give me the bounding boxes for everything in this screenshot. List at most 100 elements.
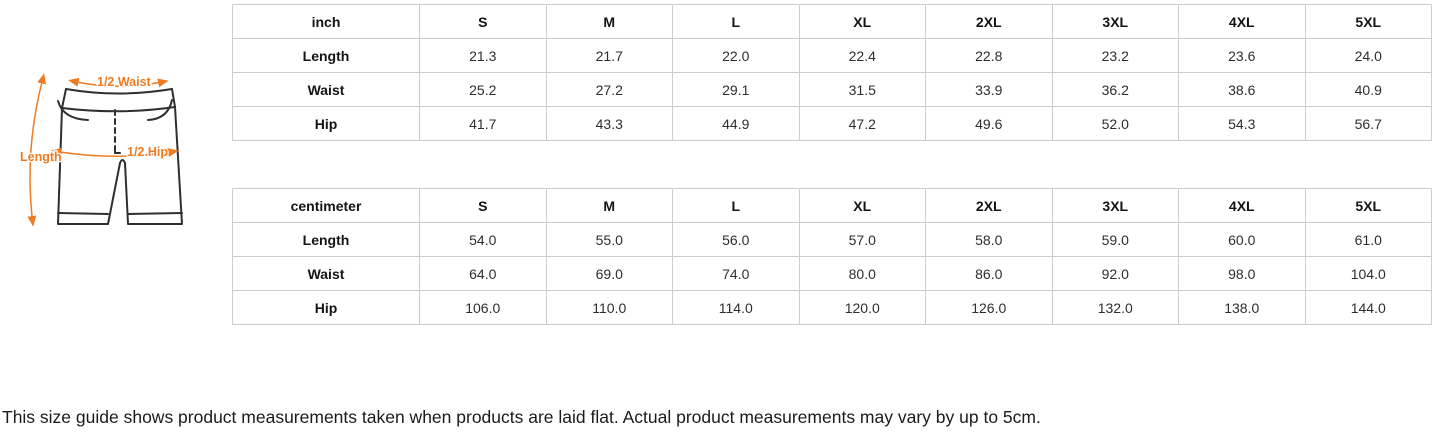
- value-cell: 58.0: [925, 222, 1053, 257]
- row-label-cell: Waist: [232, 256, 420, 291]
- left-hem-line: [57, 212, 109, 215]
- measurement-row: Length 54.0 55.0 56.0 57.0 58.0 59.0 60.0 61.0: [232, 222, 1432, 257]
- value-cell: 57.0: [798, 222, 926, 257]
- length-arrow: [27, 73, 46, 227]
- value-cell: 36.2: [1051, 72, 1179, 107]
- measurement-row: Hip 106.0 110.0 114.0 120.0 126.0 132.0 138.0 14…: [232, 290, 1432, 325]
- size-guide-footnote: This size guide shows product measuremen…: [2, 407, 1041, 427]
- value-cell: 80.0: [798, 256, 926, 291]
- value-cell: 54.0: [419, 222, 547, 257]
- value-cell: 22.4: [798, 38, 926, 73]
- waistband-right-edge: [171, 88, 176, 108]
- size-header-cell: 5XL: [1304, 188, 1432, 223]
- row-label-cell: Waist: [232, 72, 420, 107]
- value-cell: 25.2: [419, 72, 547, 107]
- value-cell: 33.9: [925, 72, 1053, 107]
- value-cell: 106.0: [419, 290, 547, 325]
- size-header-cell: M: [545, 4, 673, 39]
- row-label-cell: Length: [232, 38, 420, 73]
- size-header-cell: XL: [798, 4, 926, 39]
- measurement-row: Waist 25.2 27.2 29.1 31.5 33.9 36.2 38.6 40.9: [232, 72, 1432, 107]
- length-label: Length: [20, 150, 62, 164]
- waistband-left-edge: [61, 88, 67, 109]
- value-cell: 22.8: [925, 38, 1053, 73]
- size-header-row: centimeter S M L XL 2XL 3XL 4XL 5XL: [232, 188, 1432, 223]
- size-header-cell: 3XL: [1051, 188, 1179, 223]
- waistband-bottom-line: [61, 106, 176, 113]
- size-header-cell: L: [672, 188, 800, 223]
- value-cell: 22.0: [672, 38, 800, 73]
- value-cell: 61.0: [1304, 222, 1432, 257]
- measurement-row: Length 21.3 21.7 22.0 22.4 22.8 23.2 23.6 24.0: [232, 38, 1432, 73]
- value-cell: 49.6: [925, 106, 1053, 141]
- measurement-row: Hip 41.7 43.3 44.9 47.2 49.6 52.0 54.3 56.7: [232, 106, 1432, 141]
- size-header-cell: M: [545, 188, 673, 223]
- value-cell: 44.9: [672, 106, 800, 141]
- fly-bottom-line: [114, 147, 121, 154]
- value-cell: 55.0: [545, 222, 673, 257]
- shorts-diagram-svg: 1/2 Waist Length 1/2 Hip: [19, 73, 183, 227]
- size-header-cell: S: [419, 4, 547, 39]
- value-cell: 138.0: [1178, 290, 1306, 325]
- value-cell: 64.0: [419, 256, 547, 291]
- value-cell: 47.2: [798, 106, 926, 141]
- size-header-cell: L: [672, 4, 800, 39]
- value-cell: 126.0: [925, 290, 1053, 325]
- value-cell: 59.0: [1051, 222, 1179, 257]
- right-pocket-line: [147, 99, 173, 121]
- size-header-cell: 5XL: [1304, 4, 1432, 39]
- size-header-cell: 3XL: [1051, 4, 1179, 39]
- value-cell: 86.0: [925, 256, 1053, 291]
- shorts-body-outline: [57, 106, 183, 225]
- size-table-inch: inch S M L XL 2XL 3XL 4XL 5XL Length 21.3 21.7 22.0 2…: [232, 4, 1432, 141]
- size-header-cell: 4XL: [1178, 4, 1306, 39]
- value-cell: 98.0: [1178, 256, 1306, 291]
- half-waist-arrow: [68, 77, 169, 88]
- value-cell: 144.0: [1304, 290, 1432, 325]
- row-label-cell: Length: [232, 222, 420, 257]
- half-hip-arrow: [51, 147, 179, 158]
- row-label-cell: Hip: [232, 290, 420, 325]
- left-pocket-line: [57, 100, 89, 121]
- value-cell: 23.6: [1178, 38, 1306, 73]
- value-cell: 31.5: [798, 72, 926, 107]
- value-cell: 56.0: [672, 222, 800, 257]
- value-cell: 24.0: [1304, 38, 1432, 73]
- value-cell: 74.0: [672, 256, 800, 291]
- value-cell: 29.1: [672, 72, 800, 107]
- unit-header-cell: centimeter: [232, 188, 420, 223]
- measurement-row: Waist 64.0 69.0 74.0 80.0 86.0 92.0 98.0 104.0: [232, 256, 1432, 291]
- value-cell: 114.0: [672, 290, 800, 325]
- value-cell: 110.0: [545, 290, 673, 325]
- size-header-row: inch S M L XL 2XL 3XL 4XL 5XL: [232, 4, 1432, 39]
- value-cell: 132.0: [1051, 290, 1179, 325]
- value-cell: 43.3: [545, 106, 673, 141]
- value-cell: 56.7: [1304, 106, 1432, 141]
- size-header-cell: XL: [798, 188, 926, 223]
- row-label-cell: Hip: [232, 106, 420, 141]
- half-waist-label: 1/2 Waist: [97, 75, 152, 89]
- value-cell: 21.3: [419, 38, 547, 73]
- value-cell: 54.3: [1178, 106, 1306, 141]
- half-hip-label: 1/2 Hip: [127, 145, 168, 159]
- value-cell: 21.7: [545, 38, 673, 73]
- value-cell: 27.2: [545, 72, 673, 107]
- value-cell: 104.0: [1304, 256, 1432, 291]
- unit-header-cell: inch: [232, 4, 420, 39]
- value-cell: 69.0: [545, 256, 673, 291]
- size-table-centimeter: centimeter S M L XL 2XL 3XL 4XL 5XL Length 54.0 55.…: [232, 188, 1432, 325]
- value-cell: 52.0: [1051, 106, 1179, 141]
- size-header-cell: 2XL: [925, 188, 1053, 223]
- size-header-cell: 4XL: [1178, 188, 1306, 223]
- value-cell: 38.6: [1178, 72, 1306, 107]
- shorts-measurement-diagram: 1/2 Waist Length 1/2 Hip: [8, 48, 223, 238]
- right-hem-line: [127, 212, 183, 215]
- value-cell: 120.0: [798, 290, 926, 325]
- value-cell: 41.7: [419, 106, 547, 141]
- size-header-cell: S: [419, 188, 547, 223]
- value-cell: 92.0: [1051, 256, 1179, 291]
- waistband-top-line: [65, 88, 173, 95]
- value-cell: 40.9: [1304, 72, 1432, 107]
- size-header-cell: 2XL: [925, 4, 1053, 39]
